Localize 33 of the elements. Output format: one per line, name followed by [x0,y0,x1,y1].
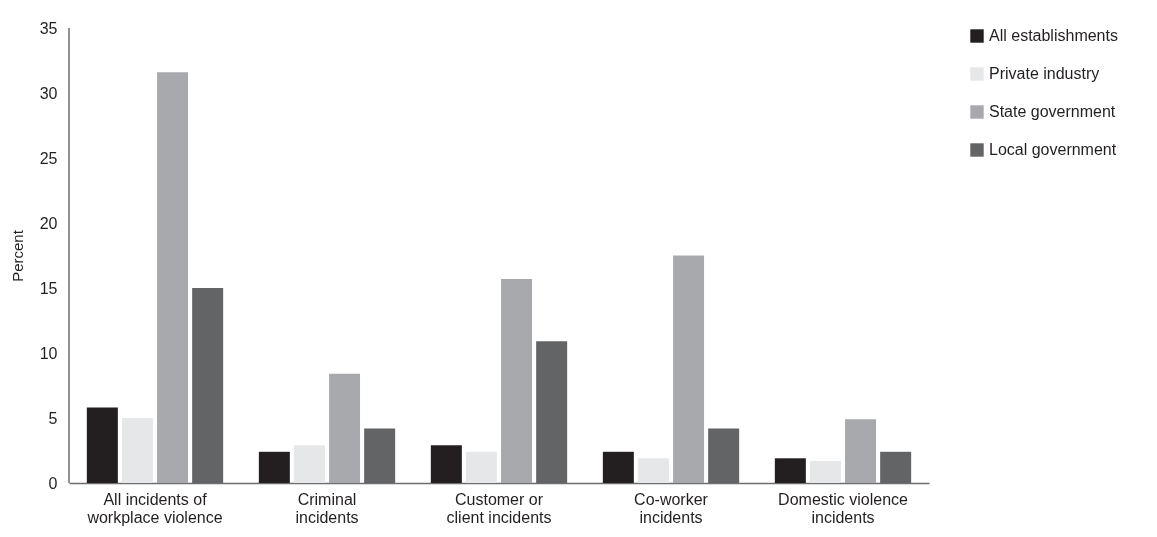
y-tick-label: 35 [39,19,58,37]
bar [774,458,806,483]
bar [845,419,877,483]
y-tick-label: 0 [48,474,58,492]
legend-label: State government [989,103,1116,120]
y-tick-label: 15 [39,279,58,297]
x-tick-label: Domestic violence incidents [778,490,909,526]
x-tick-label: Criminal incidents [295,490,359,526]
bar [293,445,325,483]
y-axis-title: Percent [8,229,26,282]
legend-label: Local government [989,141,1117,158]
bar [809,460,841,483]
bar [637,458,669,483]
y-tick-label: 5 [48,409,58,427]
bar [602,451,634,483]
bar [673,255,705,483]
y-tick-label: 20 [39,214,58,232]
bar [157,72,189,483]
bar [86,407,118,483]
y-tick-label: 30 [39,84,58,102]
bar [501,278,533,483]
y-tick-label: 25 [39,149,58,167]
bar [430,445,462,483]
legend-label: Private industry [989,65,1100,82]
bar [258,451,290,483]
x-tick-label: Co-worker incidents [634,490,709,526]
y-tick-label: 10 [39,344,58,362]
bar [329,373,361,483]
bar [121,418,153,483]
legend-label: All establishments [989,27,1118,44]
x-tick-label: Customer or client incidents [446,490,552,526]
bar [465,451,497,483]
x-tick-label: All incidents of workplace violence [86,490,223,526]
